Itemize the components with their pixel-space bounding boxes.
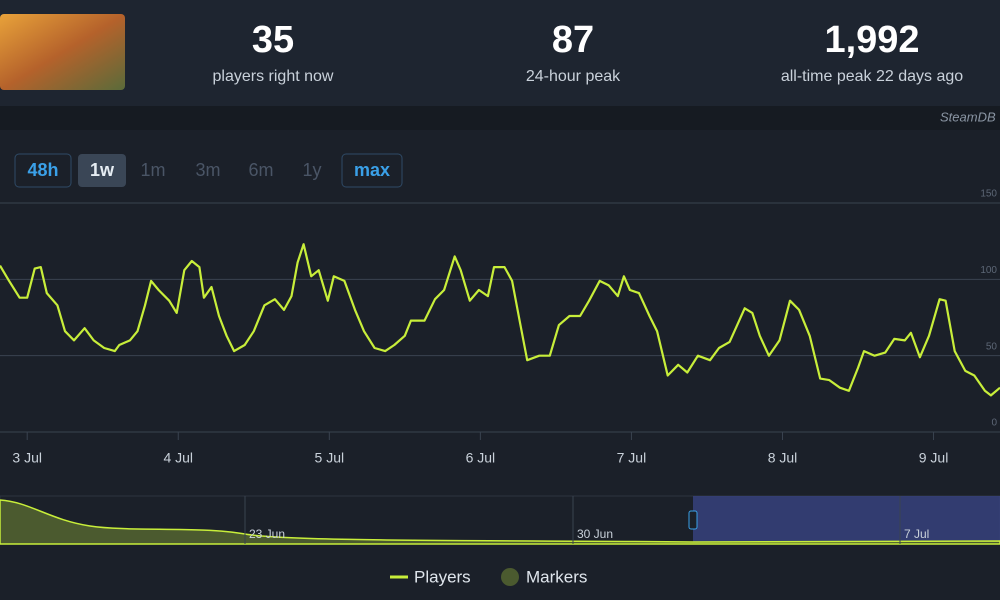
legend-marker bbox=[501, 568, 519, 586]
stat-label: all-time peak 22 days ago bbox=[781, 68, 963, 85]
x-tick-label: 7 Jul bbox=[617, 450, 647, 466]
range-button-label[interactable]: 1m bbox=[140, 160, 165, 180]
range-button-label[interactable]: 1y bbox=[302, 160, 321, 180]
stat-label: 24-hour peak bbox=[526, 68, 621, 85]
credit: SteamDB bbox=[940, 109, 996, 124]
range-button-label[interactable]: 3m bbox=[195, 160, 220, 180]
range-button[interactable] bbox=[78, 154, 126, 187]
range-button[interactable] bbox=[341, 153, 403, 188]
stat-value: 1,992 bbox=[824, 19, 919, 61]
header-bar bbox=[0, 0, 1000, 106]
y-tick-label: 150 bbox=[980, 189, 997, 200]
stat-value: 87 bbox=[552, 19, 594, 61]
x-tick-label: 9 Jul bbox=[919, 450, 949, 466]
stat-label: players right now bbox=[213, 68, 334, 85]
navigator-label: 23 Jun bbox=[249, 527, 285, 541]
range-button-label[interactable]: 6m bbox=[248, 160, 273, 180]
y-tick-label: 0 bbox=[991, 418, 997, 429]
chart-layer: 35 players right now 87 24-hour peak 1,992 al… bbox=[0, 19, 1000, 586]
x-tick-label: 8 Jul bbox=[768, 450, 798, 466]
navigator-selection bbox=[693, 496, 1000, 544]
y-tick-label: 50 bbox=[986, 341, 998, 352]
x-tick-label: 5 Jul bbox=[315, 450, 345, 466]
players-line bbox=[0, 243, 1000, 397]
x-tick-label: 4 Jul bbox=[163, 450, 193, 466]
navigator-handle[interactable] bbox=[688, 510, 698, 530]
range-button[interactable] bbox=[14, 153, 72, 188]
stat-value: 35 bbox=[252, 19, 294, 61]
game-thumbnail bbox=[0, 14, 125, 90]
legend-label: Markers bbox=[526, 567, 587, 586]
x-tick-label: 6 Jul bbox=[466, 450, 496, 466]
y-tick-label: 100 bbox=[980, 265, 997, 276]
navigator-label: 7 Jul bbox=[904, 527, 929, 541]
legend-label: Players bbox=[414, 567, 471, 586]
range-button-label[interactable]: max bbox=[354, 160, 390, 180]
range-button-label[interactable]: 48h bbox=[27, 160, 58, 180]
navigator-label: 30 Jun bbox=[577, 527, 613, 541]
x-tick-label: 3 Jul bbox=[12, 450, 42, 466]
range-button-label[interactable]: 1w bbox=[90, 160, 115, 180]
credit-bar bbox=[0, 106, 1000, 130]
